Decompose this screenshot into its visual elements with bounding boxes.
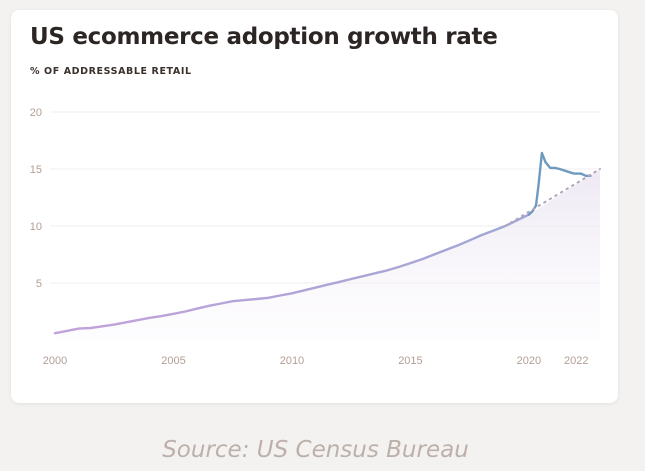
- y-tick-label: 5: [36, 278, 42, 290]
- y-tick-label: 15: [30, 164, 42, 176]
- x-tick-label: 2010: [280, 355, 304, 367]
- x-tick-label: 2020: [517, 355, 541, 367]
- x-tick-label: 2022: [564, 355, 588, 367]
- x-tick-label: 2015: [398, 355, 422, 367]
- y-axis-label: % OF ADDRESSABLE RETAIL: [30, 66, 192, 77]
- source-caption: Source: US Census Bureau: [162, 437, 469, 463]
- x-tick-label: 2000: [43, 355, 67, 367]
- x-tick-label: 2005: [161, 355, 185, 367]
- y-tick-label: 20: [30, 107, 42, 119]
- pandemic-period-line: [527, 151, 592, 216]
- ecommerce-share-line: [53, 213, 531, 335]
- area-fill: [55, 169, 600, 340]
- chart-title: US ecommerce adoption growth rate: [30, 24, 498, 50]
- trend-projection-line: [504, 168, 601, 227]
- y-tick-label: 10: [30, 221, 42, 233]
